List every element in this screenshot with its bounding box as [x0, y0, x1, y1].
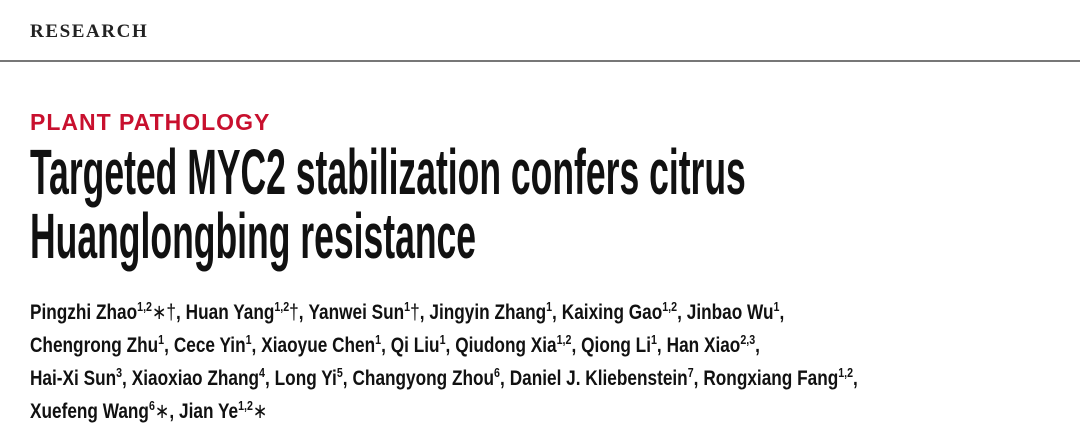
author-line: Hai-Xi Sun3, Xiaoxiao Zhang4, Long Yi5, Cha… [30, 362, 863, 395]
separator: , [677, 301, 682, 324]
affiliation: 1 [245, 332, 252, 347]
author-name: Yanwei Sun [308, 301, 405, 324]
author-name: Han Xiao [666, 334, 741, 357]
author-name: Xiaoxiao Zhang [131, 367, 260, 390]
separator: , [298, 301, 304, 324]
separator: , [169, 400, 175, 423]
author-name: Huan Yang [185, 301, 275, 324]
author-name: Xuefeng Wang [30, 400, 149, 423]
author-name: Qi Liu [390, 334, 440, 357]
author-name: Daniel J. Kliebenstein [509, 367, 688, 390]
author-name: Changyong Zhou [352, 367, 495, 390]
separator: , [445, 334, 451, 357]
separator: , [419, 301, 425, 324]
author-name: Chengrong Zhu [30, 334, 159, 357]
article-title: Targeted MYC2 stabilization confers citr… [30, 140, 1080, 268]
author-name: Kaixing Gao [561, 301, 663, 324]
author-name: Long Yi [274, 367, 337, 390]
affiliation: 1,2 [137, 299, 152, 314]
affiliation: 6 [494, 365, 500, 380]
affiliation: 1,2 [838, 365, 854, 380]
affiliation: 1,2 [662, 299, 678, 314]
affiliation: 2,3 [740, 332, 756, 347]
author-line: Pingzhi Zhao1,2∗†, Huan Yang1,2†, Yanwei S… [30, 296, 863, 329]
separator: , [264, 367, 270, 390]
affiliation: 1,2 [556, 332, 572, 347]
author-marks: ∗† [151, 301, 176, 324]
author-name: Cece Yin [173, 334, 246, 357]
separator: , [779, 301, 785, 324]
affiliation: 1 [375, 332, 382, 347]
author-name: Rongxiang Fang [703, 367, 839, 390]
affiliation: 5 [336, 365, 343, 380]
affiliation: 1 [773, 299, 780, 314]
title-line: Targeted MYC2 stabilization confers citr… [30, 136, 746, 208]
affiliation: 4 [259, 365, 265, 380]
affiliation: 1 [546, 299, 553, 314]
author-name: Qiong Li [581, 334, 651, 357]
separator: , [122, 367, 127, 390]
separator: , [164, 334, 169, 357]
journal-section: RESEARCH [30, 21, 149, 42]
separator: , [552, 301, 557, 324]
separator: , [251, 334, 257, 357]
author-marks: ∗ [154, 400, 170, 423]
separator: , [755, 334, 760, 357]
author-marks: † [410, 301, 420, 324]
affiliation: 6 [148, 398, 155, 413]
separator: , [499, 367, 505, 390]
affiliation: 1 [404, 299, 411, 314]
affiliation: 1 [158, 332, 165, 347]
separator: , [571, 334, 577, 357]
header-rule [0, 60, 1080, 62]
author-name: Pingzhi Zhao [30, 301, 138, 324]
author-marks: ∗ [252, 400, 268, 423]
affiliation: 1,2 [238, 398, 253, 413]
author-name: Xiaoyue Chen [261, 334, 376, 357]
separator: , [693, 367, 699, 390]
affiliation: 7 [687, 365, 694, 380]
author-name: Hai-Xi Sun [30, 367, 117, 390]
author-line: Chengrong Zhu1, Cece Yin1, Xiaoyue Chen1, Q… [30, 329, 863, 362]
affiliation: 1,2 [274, 299, 290, 314]
separator: , [381, 334, 386, 357]
author-list: Pingzhi Zhao1,2∗†, Huan Yang1,2†, Yanwei S… [30, 296, 1046, 428]
author-name: Jingyin Zhang [429, 301, 547, 324]
separator: , [175, 301, 181, 324]
author-name: Jian Ye [179, 400, 239, 423]
article-category: PLANT PATHOLOGY [30, 109, 271, 135]
author-name: Qiudong Xia [455, 334, 557, 357]
title-line: Huanglongbing resistance [30, 200, 477, 272]
affiliation: 1 [439, 332, 446, 347]
author-name: Jinbao Wu [686, 301, 774, 324]
affiliation: 1 [650, 332, 657, 347]
affiliation: 3 [116, 365, 123, 380]
separator: , [656, 334, 662, 357]
separator: , [853, 367, 858, 390]
separator: , [342, 367, 348, 390]
author-line: Xuefeng Wang6∗, Jian Ye1,2∗ [30, 395, 863, 428]
author-marks: † [289, 301, 299, 324]
